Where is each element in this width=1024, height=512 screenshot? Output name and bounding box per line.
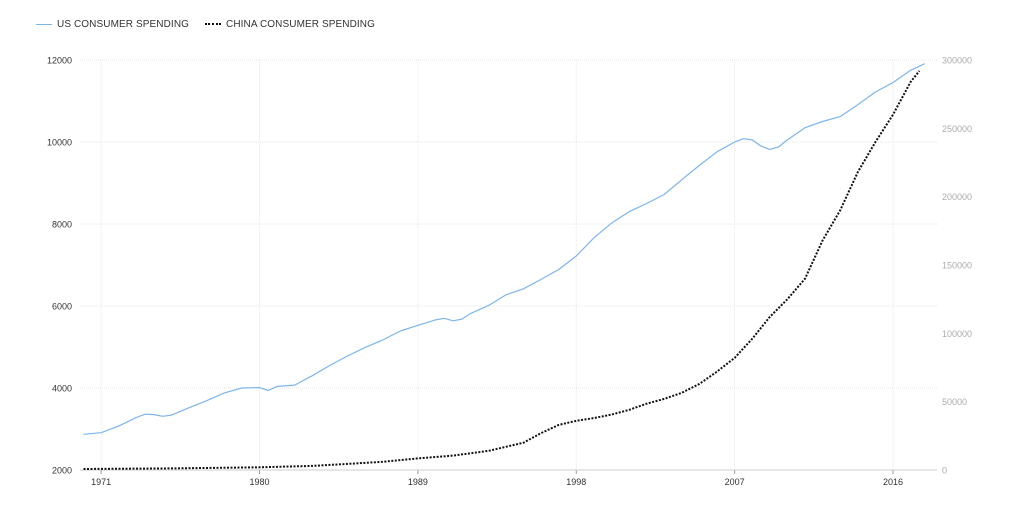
left-tick-label: 2000	[52, 466, 72, 476]
series-line-us[interactable]	[83, 63, 925, 435]
right-tick-label: 200000	[942, 192, 972, 202]
x-tick-label: 2016	[883, 477, 903, 487]
left-tick-label: 12000	[47, 56, 72, 66]
right-tick-label: 150000	[942, 261, 972, 271]
right-tick-label: 250000	[942, 124, 972, 134]
left-tick-label: 6000	[52, 302, 72, 312]
left-y-axis: 2000 4000 6000 8000 10000 12000	[47, 56, 72, 476]
right-tick-label: 50000	[942, 397, 967, 407]
right-y-axis: 0 50000 100000 150000 200000 250000 300000	[942, 56, 972, 476]
series-group	[83, 63, 925, 470]
right-tick-label: 100000	[942, 329, 972, 339]
x-tick-label: 1971	[91, 477, 111, 487]
legend-label-china: CHINA CONSUMER SPENDING	[226, 18, 375, 30]
x-axis: 1971 1980 1989 1998 2007 2016	[80, 469, 937, 487]
x-tick-label: 1989	[408, 477, 428, 487]
legend-label-us: US CONSUMER SPENDING	[57, 18, 190, 30]
right-tick-label: 0	[942, 466, 947, 476]
x-tick-label: 2007	[725, 477, 745, 487]
series-line-china[interactable]	[83, 70, 921, 470]
legend: US CONSUMER SPENDING CHINA CONSUMER SPEN…	[36, 16, 391, 32]
legend-swatch-us	[36, 23, 52, 25]
grid	[80, 59, 937, 471]
legend-swatch-china	[205, 23, 222, 25]
right-tick-label: 300000	[942, 56, 972, 66]
left-tick-label: 10000	[47, 138, 72, 148]
x-tick-label: 1998	[566, 477, 586, 487]
x-tick-label: 1980	[249, 477, 269, 487]
left-tick-label: 4000	[52, 384, 72, 394]
legend-item-china[interactable]: CHINA CONSUMER SPENDING	[205, 19, 375, 30]
left-tick-label: 8000	[52, 220, 72, 230]
legend-item-us[interactable]: US CONSUMER SPENDING	[36, 19, 189, 30]
